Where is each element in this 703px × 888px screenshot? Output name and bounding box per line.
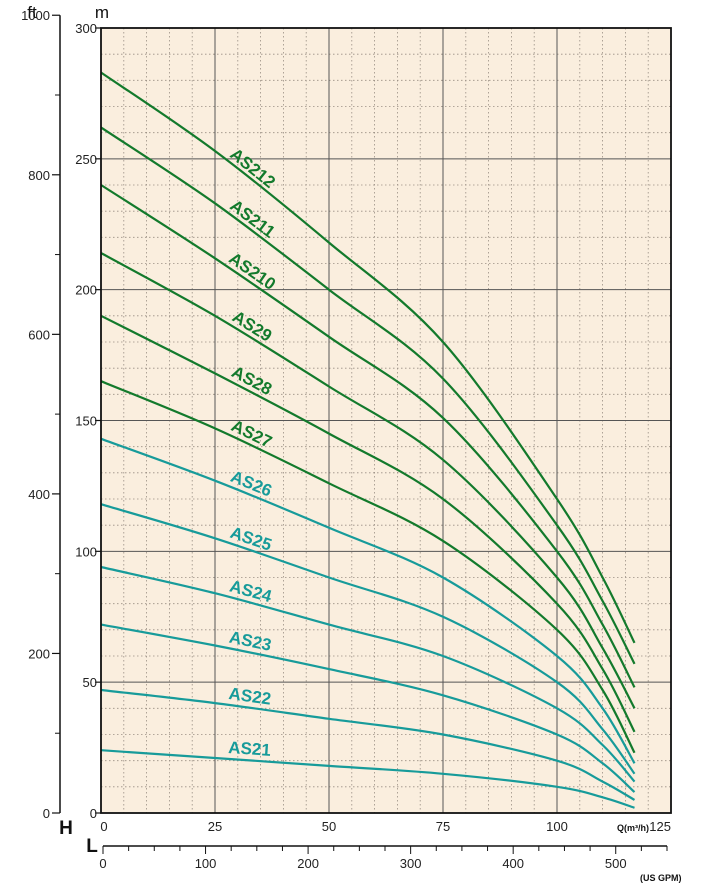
y-axis-ft-tick-label: 400	[28, 487, 50, 502]
curve-as27	[100, 380, 636, 754]
y-axis-ft-tick-label: 200	[28, 646, 50, 661]
x-axis-tick-label: 100	[546, 819, 568, 834]
y-axis-ft-unit: ft	[27, 3, 37, 22]
curve-label-as21: AS21	[228, 738, 272, 760]
y-axis-m-tick-label: 250	[75, 152, 97, 167]
y-axis-m-tick-label: 300	[75, 21, 97, 36]
curve-as29	[100, 252, 636, 709]
curve-as24	[100, 565, 636, 783]
curve-as28	[100, 314, 636, 733]
x-axis-tick-label: 75	[436, 819, 450, 834]
x-axis-tick-label: 25	[208, 819, 222, 834]
x-axis-unit: Q(m³/h)	[617, 823, 649, 833]
x-axis-tick-label: 125	[649, 819, 671, 834]
y-axis-letter-h: H	[59, 818, 73, 839]
y-axis-ft-tick-label: 1000	[21, 8, 50, 23]
curve-group	[100, 71, 636, 809]
curve-as21	[100, 749, 635, 809]
y-axis-m-tick-label: 50	[83, 675, 97, 690]
y-axis-ft-tick-label: 600	[28, 327, 50, 342]
x-axis-gpm-tick-label: 300	[400, 856, 422, 871]
y-axis-m-tick-label: 100	[75, 544, 97, 559]
x-axis-gpm-tick-label: 100	[195, 856, 217, 871]
curve-as211	[100, 126, 636, 665]
curve-as26	[100, 437, 636, 764]
x-axis-gpm-tick-label: 500	[605, 856, 627, 871]
curve-as25	[100, 503, 636, 775]
y-axis-ft-tick-label: 0	[43, 806, 50, 821]
curve-as22	[100, 688, 636, 801]
x-axis-tick-label: 0	[100, 819, 107, 834]
x-axis-gpm-tick-label: 400	[502, 856, 524, 871]
y-axis-m-tick-label: 150	[75, 414, 97, 429]
y-axis-m-unit: m	[95, 3, 109, 22]
x-axis-gpm-unit: (US GPM)	[640, 873, 682, 883]
curve-as212	[100, 71, 636, 644]
x-axis-gpm-tick-label: 0	[99, 856, 106, 871]
y-axis-m-tick-label: 0	[90, 806, 97, 821]
y-axis-m-tick-label: 200	[75, 283, 97, 298]
y-axis-ft-tick-label: 800	[28, 168, 50, 183]
x-axis-tick-label: 50	[322, 819, 336, 834]
curve-as210	[100, 184, 636, 688]
curve-as23	[100, 623, 636, 793]
x-axis-gpm-tick-label: 200	[297, 856, 319, 871]
x-axis-gpm-letter-l: L	[86, 836, 98, 857]
